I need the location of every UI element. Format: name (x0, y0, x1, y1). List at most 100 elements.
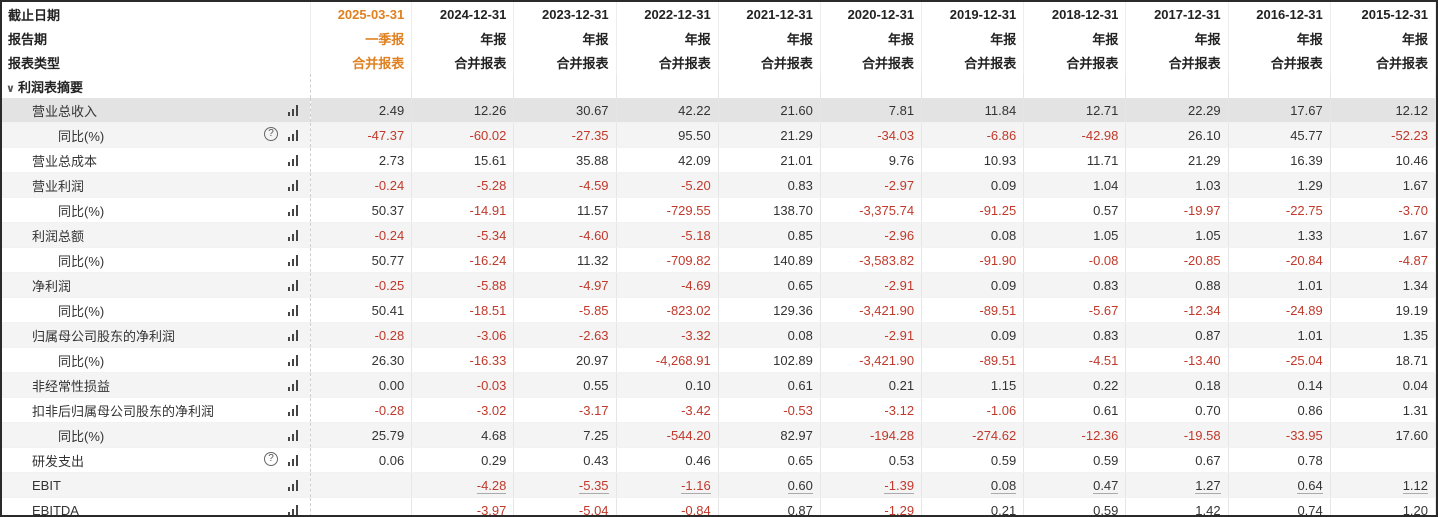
value-cell: 0.87 (1125, 322, 1229, 348)
section-label-cell[interactable]: ∨ 利润表摘要 (2, 74, 312, 98)
value-text: 2.49 (378, 102, 405, 118)
bar-chart-icon[interactable] (288, 180, 299, 191)
help-icon[interactable]: ? (264, 452, 279, 466)
value-cell: -3.97 (411, 497, 515, 515)
value-text: 18.71 (1395, 352, 1428, 368)
header-cell: 年报 (513, 26, 617, 50)
value-cell: -1.39 (820, 472, 923, 498)
bar-chart-icon[interactable] (288, 380, 299, 391)
bar-chart-icon[interactable] (288, 280, 299, 291)
bar-chart-icon[interactable] (288, 305, 299, 316)
value-cell: 12.71 (1023, 98, 1127, 123)
value-text: 0.46 (685, 452, 711, 468)
row-label-cell: 同比(%) (2, 197, 312, 223)
value-cell: 1.33 (1228, 222, 1331, 248)
value-cell: 0.67 (1125, 447, 1229, 473)
value-cell: 26.10 (1125, 122, 1229, 148)
value-cell: -6.86 (921, 122, 1025, 148)
bar-chart-icon[interactable] (288, 430, 299, 441)
value-cell: 1.12 (1330, 472, 1436, 498)
value-text: -0.84 (681, 502, 711, 517)
header-cell[interactable]: 2020-12-31 (820, 2, 923, 26)
value-text: 0.21 (990, 502, 1017, 517)
value-cell (310, 472, 413, 498)
row-label-cell: 同比(%)? (2, 122, 312, 148)
value-cell: 0.53 (820, 447, 923, 473)
row-label-cell: 净利润 (2, 272, 312, 298)
value-cell: 18.71 (1330, 347, 1436, 373)
header-cell: 年报 (718, 26, 821, 50)
value-text: 129.36 (773, 302, 813, 318)
value-cell: 0.59 (921, 447, 1025, 473)
bar-chart-icon[interactable] (288, 155, 299, 166)
header-cell[interactable]: 2015-12-31 (1330, 2, 1436, 26)
value-text: -27.35 (571, 127, 609, 143)
bar-chart-icon[interactable] (288, 105, 299, 116)
section-row[interactable]: ∨ 利润表摘要 (2, 74, 1436, 98)
value-cell: -0.24 (310, 172, 413, 198)
header-cell[interactable]: 2019-12-31 (921, 2, 1025, 26)
value-cell: -25.04 (1228, 347, 1331, 373)
value-text: 50.41 (371, 302, 405, 318)
value-text: 11.32 (576, 252, 609, 268)
row-label: 同比(%) (58, 203, 105, 219)
header-cell[interactable]: 2021-12-31 (718, 2, 821, 26)
bar-chart-icon[interactable] (288, 330, 299, 341)
value-cell: -14.91 (411, 197, 515, 223)
table-row: 同比(%) 50.41 -18.51 -5.85 -823.02 129.36 -3,421… (2, 297, 1436, 323)
header-cell[interactable]: 2023-12-31 (513, 2, 617, 26)
value-cell: 1.03 (1125, 172, 1229, 198)
table-row: 净利润 -0.25 -5.88 -4.97 -4.69 0.65 -2.91 0.09 0.83… (2, 272, 1436, 298)
bar-chart-icon[interactable] (288, 205, 299, 216)
value-text: -0.53 (783, 402, 813, 418)
value-cell: 0.09 (921, 322, 1025, 348)
value-text: -20.85 (1183, 252, 1221, 268)
value-text: 10.46 (1395, 152, 1428, 168)
header-cell[interactable]: 2025-03-31 (310, 2, 413, 26)
header-cell[interactable]: 2024-12-31 (411, 2, 515, 26)
value-text: 9.76 (888, 152, 915, 168)
value-text: 0.65 (787, 452, 813, 468)
bar-chart-icon[interactable] (288, 255, 299, 266)
value-cell: 0.14 (1228, 372, 1331, 398)
chevron-down-icon[interactable]: ∨ (6, 82, 15, 95)
value-text: -274.62 (972, 427, 1017, 443)
value-cell: -42.98 (1023, 122, 1127, 148)
value-cell: 42.09 (616, 147, 719, 173)
row-label: EBIT (32, 477, 61, 493)
bar-chart-icon[interactable] (288, 505, 299, 515)
value-text: 12.71 (1085, 102, 1119, 118)
value-text: 0.00 (378, 377, 405, 393)
bar-chart-icon[interactable] (288, 405, 299, 416)
value-text: -12.36 (1081, 427, 1119, 443)
table-row: 扣非后归属母公司股东的净利润 -0.28 -3.02 -3.17 -3.42 -0.53 -… (2, 397, 1436, 423)
value-text: 12.26 (473, 102, 507, 118)
header-cell[interactable]: 2022-12-31 (616, 2, 719, 26)
header-cell[interactable]: 2017-12-31 (1125, 2, 1229, 26)
value-cell: 0.18 (1125, 372, 1229, 398)
value-text: 140.89 (773, 252, 813, 268)
bar-chart-icon[interactable] (288, 230, 299, 241)
value-cell: 0.88 (1125, 272, 1229, 298)
bar-chart-icon[interactable] (288, 355, 299, 366)
header-cell: 一季报 (310, 26, 413, 50)
bar-chart-icon[interactable] (288, 480, 299, 491)
row-label-cell: 同比(%) (2, 347, 312, 373)
value-cell: -0.84 (616, 497, 719, 517)
value-text: 0.85 (787, 227, 813, 243)
value-cell: -12.34 (1125, 297, 1229, 323)
help-icon[interactable]: ? (264, 127, 279, 141)
value-text: 0.43 (583, 452, 609, 468)
section-empty-cell (411, 74, 515, 98)
value-cell: 0.09 (921, 272, 1025, 298)
row-label-cell: 营业利润 (2, 172, 312, 198)
header-cell[interactable]: 2018-12-31 (1023, 2, 1127, 26)
bar-chart-icon[interactable] (288, 455, 299, 466)
bar-chart-icon[interactable] (288, 130, 299, 141)
value-text: 0.64 (1297, 477, 1323, 494)
value-cell: -5.88 (411, 272, 515, 298)
header-cell[interactable]: 2016-12-31 (1228, 2, 1331, 26)
value-cell: 2.73 (310, 147, 413, 173)
value-cell: -52.23 (1330, 122, 1436, 148)
table-row: 营业总成本 2.73 15.61 35.88 42.09 21.01 9.76 10.93 11… (2, 147, 1436, 173)
